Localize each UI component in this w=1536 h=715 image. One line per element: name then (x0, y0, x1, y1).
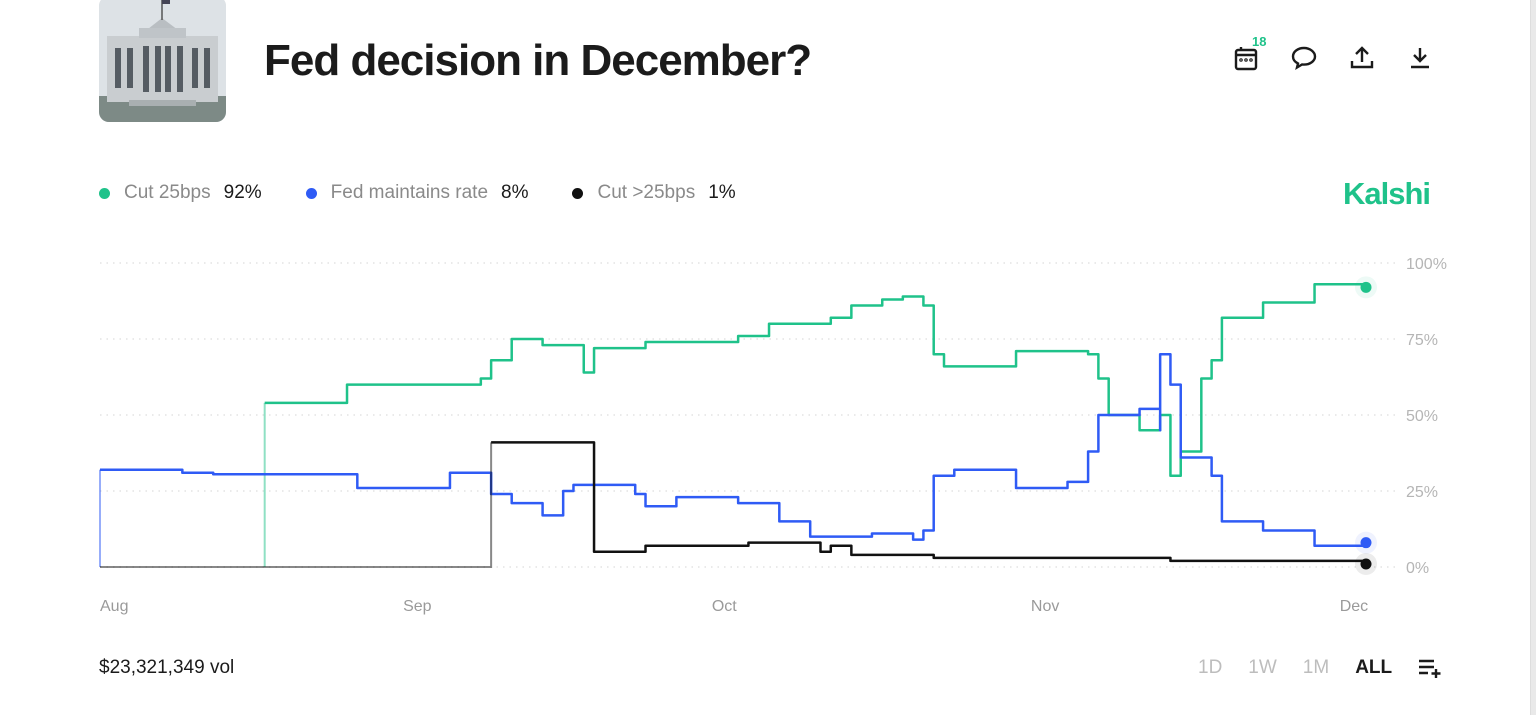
calendar-button[interactable]: 18 (1232, 34, 1266, 72)
series-endpoint (1360, 281, 1372, 293)
market-image (99, 0, 226, 122)
legend-dot (305, 187, 317, 199)
comment-button[interactable] (1290, 44, 1318, 72)
comment-icon (1291, 46, 1317, 71)
y-tick-label: 50% (1406, 408, 1438, 425)
kalshi-logo: Kalshi (1343, 176, 1431, 211)
legend-item-cut-over-25bps[interactable]: Cut >25bps 1% (572, 182, 736, 204)
legend-name: Cut >25bps (597, 182, 696, 203)
x-tick-label: Dec (1340, 598, 1368, 615)
page-title: Fed decision in December? (264, 36, 812, 85)
series-line-2 (491, 441, 1368, 564)
volume: $23,321,349 vol (99, 657, 235, 678)
download-icon (1411, 48, 1429, 69)
x-tick-label: Oct (712, 598, 737, 615)
series-line-0 (264, 283, 1368, 478)
share-icon (1350, 46, 1374, 69)
y-tick-label: 75% (1406, 332, 1438, 349)
series-endpoint (1360, 558, 1372, 570)
header-actions: 18 (1232, 34, 1434, 72)
download-button[interactable] (1406, 44, 1434, 72)
legend-value: 8% (501, 182, 529, 203)
range-1w[interactable]: 1W (1248, 657, 1277, 678)
x-tick-label: Nov (1031, 598, 1059, 615)
series-endpoint (1360, 537, 1372, 549)
add-to-list-icon[interactable] (1418, 657, 1444, 679)
scrollbar[interactable] (1530, 0, 1536, 715)
y-tick-label: 100% (1406, 256, 1447, 273)
legend-item-cut-25bps[interactable]: Cut 25bps 92% (99, 182, 262, 204)
range-selector: 1D 1W 1M ALL (1198, 657, 1444, 679)
notification-count: 18 (1252, 34, 1267, 49)
price-chart[interactable]: 0% 25% 50% 75% 100% Aug Sep Oct Nov Dec (0, 240, 1536, 630)
x-tick-label: Sep (403, 598, 432, 615)
y-tick-label: 25% (1406, 484, 1438, 501)
legend-value: 92% (223, 182, 262, 203)
share-button[interactable] (1348, 44, 1376, 72)
series-start-line (100, 442, 493, 568)
legend-value: 1% (708, 182, 736, 203)
legend-dot (572, 187, 584, 199)
legend-name: Cut 25bps (124, 182, 211, 203)
series-line-1 (100, 352, 1368, 547)
range-all[interactable]: ALL (1355, 657, 1393, 678)
legend-name: Fed maintains rate (330, 182, 489, 203)
chart-legend: Cut 25bps 92% Fed maintains rate 8% Cut >2… (99, 182, 780, 204)
y-tick-label: 0% (1406, 560, 1429, 577)
range-1m[interactable]: 1M (1302, 657, 1330, 678)
calendar-icon (1234, 47, 1258, 71)
legend-dot (99, 187, 110, 199)
x-tick-label: Aug (100, 598, 128, 615)
legend-item-fed-maintains[interactable]: Fed maintains rate 8% (305, 182, 529, 204)
range-1d[interactable]: 1D (1198, 657, 1223, 678)
